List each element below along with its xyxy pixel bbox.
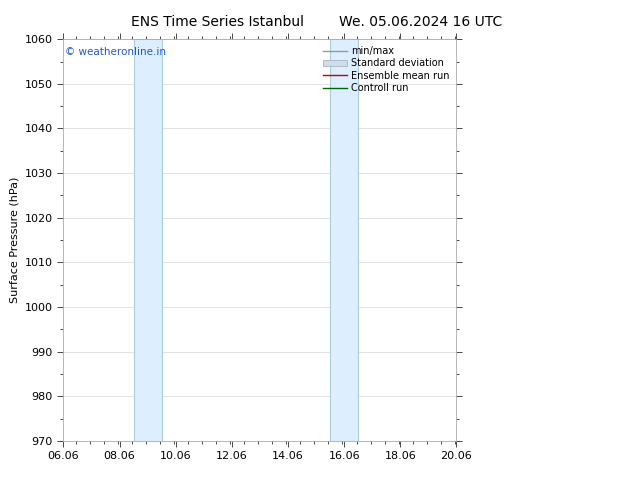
Legend: min/max, Standard deviation, Ensemble mean run, Controll run: min/max, Standard deviation, Ensemble me… bbox=[321, 44, 451, 95]
Text: ENS Time Series Istanbul        We. 05.06.2024 16 UTC: ENS Time Series Istanbul We. 05.06.2024 … bbox=[131, 15, 503, 29]
Text: © weatheronline.in: © weatheronline.in bbox=[65, 47, 166, 57]
Bar bbox=[330, 39, 358, 441]
Y-axis label: Surface Pressure (hPa): Surface Pressure (hPa) bbox=[10, 177, 19, 303]
Bar bbox=[134, 39, 162, 441]
